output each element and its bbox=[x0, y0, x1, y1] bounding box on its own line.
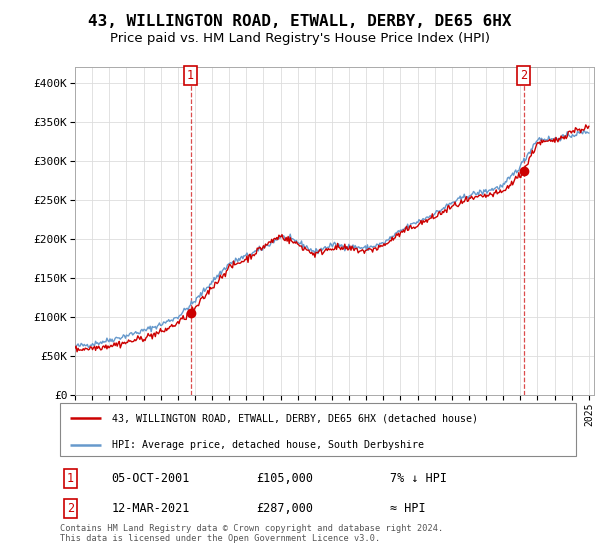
Text: 43, WILLINGTON ROAD, ETWALL, DERBY, DE65 6HX: 43, WILLINGTON ROAD, ETWALL, DERBY, DE65… bbox=[88, 14, 512, 29]
Text: 05-OCT-2001: 05-OCT-2001 bbox=[112, 472, 190, 486]
Text: Contains HM Land Registry data © Crown copyright and database right 2024.
This d: Contains HM Land Registry data © Crown c… bbox=[60, 524, 443, 543]
Text: 12-MAR-2021: 12-MAR-2021 bbox=[112, 502, 190, 515]
Text: Price paid vs. HM Land Registry's House Price Index (HPI): Price paid vs. HM Land Registry's House … bbox=[110, 32, 490, 45]
Text: 1: 1 bbox=[187, 69, 194, 82]
Text: 1: 1 bbox=[67, 472, 74, 486]
Text: ≈ HPI: ≈ HPI bbox=[390, 502, 426, 515]
Text: £287,000: £287,000 bbox=[256, 502, 313, 515]
Text: HPI: Average price, detached house, South Derbyshire: HPI: Average price, detached house, Sout… bbox=[112, 440, 424, 450]
Text: 2: 2 bbox=[67, 502, 74, 515]
Text: £105,000: £105,000 bbox=[256, 472, 313, 486]
Text: 43, WILLINGTON ROAD, ETWALL, DERBY, DE65 6HX (detached house): 43, WILLINGTON ROAD, ETWALL, DERBY, DE65… bbox=[112, 413, 478, 423]
Text: 2: 2 bbox=[520, 69, 527, 82]
Text: 7% ↓ HPI: 7% ↓ HPI bbox=[390, 472, 447, 486]
